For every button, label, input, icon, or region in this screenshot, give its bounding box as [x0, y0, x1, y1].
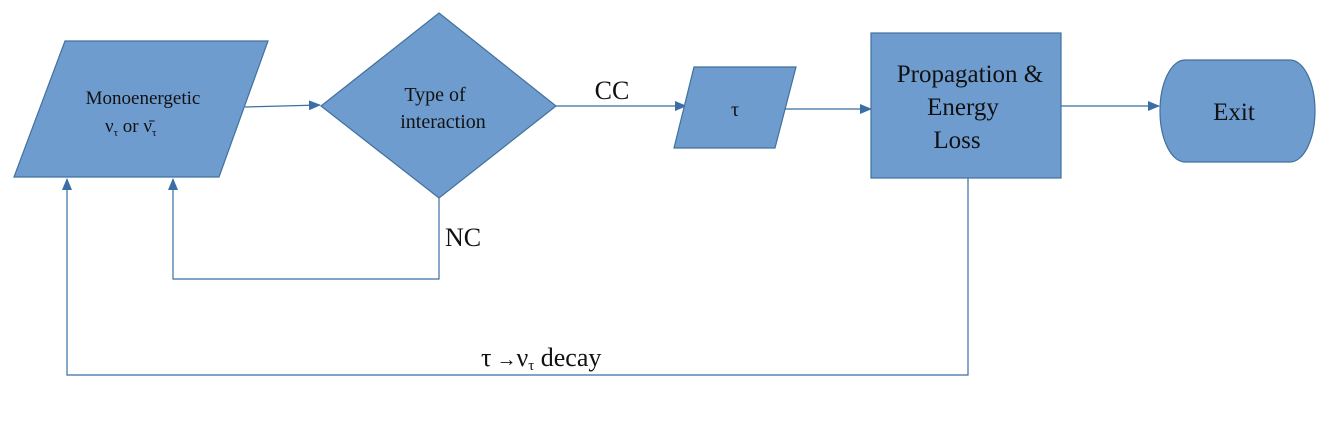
svg-text:τ →ντ decay: τ →ντ decay [481, 343, 601, 374]
propagation-label-line3: Loss [933, 127, 980, 154]
connector-nc-loop [168, 178, 440, 280]
decay-edge-label: τ →ντ decay [481, 343, 601, 374]
connector-source-to-decision [244, 100, 321, 111]
nubar-subscript: τ [152, 127, 157, 139]
tau-input-shape [673, 66, 797, 149]
propagation-label-line2: Energy [927, 94, 999, 121]
svg-text:ντ or ν̄τ: ντ or ν̄τ [105, 116, 157, 139]
source-label-line2: ντ or ν̄τ [105, 116, 157, 139]
decay-nu-symbol: ν [516, 343, 528, 372]
nu-subscript: τ [114, 127, 119, 139]
nubar-symbol: ν̄ [143, 116, 155, 137]
decay-arrow: → [491, 349, 516, 371]
cc-edge-label: CC [595, 76, 630, 105]
decay-word: decay [534, 343, 601, 372]
propagation-label-line1: Propagation & [897, 61, 1044, 88]
exit-label: Exit [1213, 99, 1255, 126]
nu-symbol: ν [105, 116, 114, 137]
propagation-process-shape [870, 32, 1062, 179]
exit-terminal-shape [1159, 59, 1316, 163]
source-input-shape [13, 40, 269, 178]
connector-decay-loop [62, 178, 969, 376]
or-text: or [118, 116, 143, 137]
decay-tau-symbol: τ [481, 343, 491, 372]
source-label-line1: Monoenergetic [86, 88, 201, 109]
decision-label-line1: Type of [404, 84, 466, 106]
nc-edge-label: NC [445, 223, 481, 252]
decision-shape [320, 12, 557, 199]
decision-label-line2: interaction [400, 111, 486, 133]
decay-nu-subscript: τ [528, 358, 534, 374]
tau-label: τ [731, 99, 739, 121]
